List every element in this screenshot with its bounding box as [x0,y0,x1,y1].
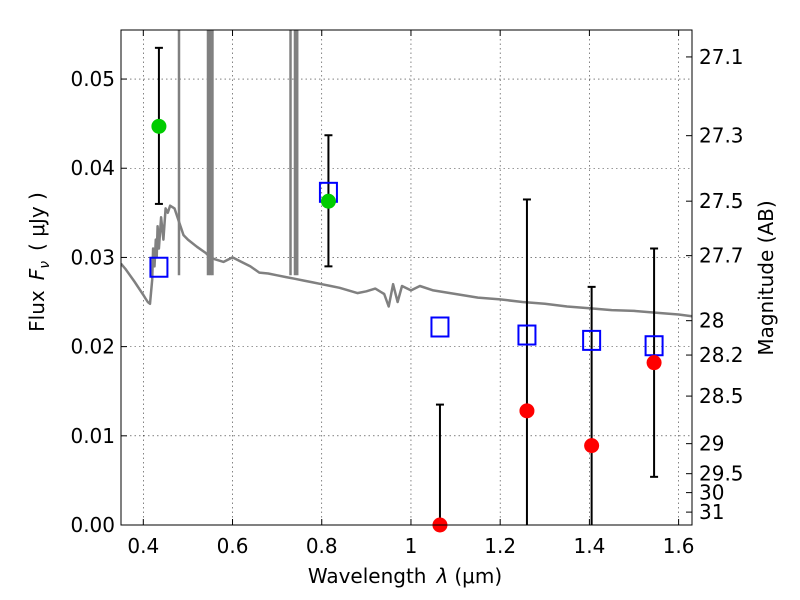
sed-model-line [121,204,692,318]
y2-tick-label: 27.3 [699,124,744,148]
detection-point [320,193,336,209]
y2-tick-label: 28 [699,309,724,333]
y2-tick-label: 27.5 [699,189,744,213]
non-detection-point [519,403,535,419]
y-tick-label: 0.05 [70,67,115,91]
y-tick-label: 0.04 [70,156,115,180]
x-tick-label: 0.4 [127,534,159,558]
x-tick-label: 1 [405,534,418,558]
y2-tick-label: 30 [699,481,724,505]
non-detection-point [646,355,662,371]
y-tick-label: 0.00 [70,513,115,537]
y2-tick-label: 27.1 [699,45,744,69]
x-tick-label: 0.6 [217,534,249,558]
x-axis-title: Wavelength λ (μm) [308,564,502,588]
y2-axis-title: Magnitude (AB) [754,200,778,355]
y-tick-label: 0.01 [70,424,115,448]
plot-content [121,30,692,318]
model-photometry-square [430,316,450,338]
x-tick-label: 1.6 [663,534,695,558]
non-detection-point [584,438,600,454]
y2-tick-label: 28.2 [699,343,744,367]
y2-tick-label: 28.5 [699,384,744,408]
y2-tick-label: 31 [699,500,724,524]
axis-ticks: 0.4 0.6 0.8 1 1.2 1.4 1.6 0.00 0.01 0.02 0.03 0.04 0… [70,30,744,558]
y2-tick-label: 29.5 [699,462,744,486]
y-tick-label: 0.03 [70,245,115,269]
y-axis-title: FluxFν( μJy ) [25,192,53,332]
y2-tick-label: 27.7 [699,244,744,268]
y-tick-label: 0.02 [70,335,115,359]
grid [121,30,692,526]
model-photometry-square [582,329,602,351]
model-photometry-square [517,324,537,346]
detection-point [151,118,167,134]
plot-background [121,30,692,525]
x-tick-label: 0.8 [306,534,338,558]
y2-tick-label: 29 [699,432,724,456]
x-tick-label: 1.4 [573,534,605,558]
plot-frame [120,29,693,526]
x-tick-label: 1.2 [484,534,516,558]
model-photometry-square [149,256,169,278]
